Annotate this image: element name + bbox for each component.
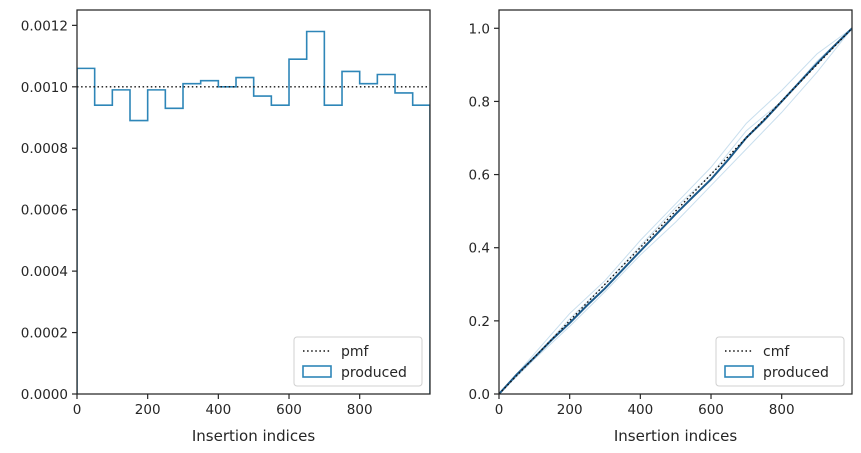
panel-1-legend-box — [293, 336, 423, 387]
faint-cdf-line-2 — [499, 27, 852, 394]
cmf-reference-line — [499, 27, 852, 394]
panel-2-x-tick-label: 200 — [557, 402, 583, 418]
panel-2-plot-area — [499, 27, 852, 394]
cdf-line-produced — [499, 27, 852, 394]
panel-2-frame — [498, 9, 853, 395]
panel-2-y-tick-label: 0.2 — [469, 314, 490, 330]
panel-1-y-tick-label: 0.0000 — [21, 387, 68, 403]
panel-1-y-tick-label: 0.0002 — [21, 326, 68, 342]
panel-2-x-tick-label: 600 — [698, 402, 724, 418]
panel-2-legend-produced-label: produced — [763, 365, 829, 381]
panel-1-x-tick-label: 800 — [347, 402, 373, 418]
panel-1-y-tick-label: 0.0012 — [21, 18, 68, 34]
panel-1-x-tick-label: 200 — [135, 402, 161, 418]
panel-2-y-tick-label: 0.8 — [469, 94, 490, 110]
panel-2-x-axis-label: Insertion indices — [614, 427, 737, 445]
panel-1-plot-area — [77, 30, 430, 394]
panel-1-x-axis-label: Insertion indices — [192, 427, 315, 445]
panel-2-x-tick-label: 0 — [495, 402, 504, 418]
panel-2-y-tick-label: 0.0 — [469, 387, 490, 403]
panel-1-legend-produced-label: produced — [341, 365, 407, 381]
faint-cdf-line-1 — [499, 27, 852, 394]
panel-1-y-tick-label: 0.0010 — [21, 80, 68, 96]
panel-2-x-tick-label: 800 — [769, 402, 795, 418]
panel-1-legend-produced-swatch — [302, 365, 332, 378]
panel-1-legend-ref-label: pmf — [341, 344, 370, 360]
panel-1-x-tick-label: 400 — [205, 402, 231, 418]
panel-2-legend-box — [715, 336, 845, 387]
panel-1-x-tick-label: 0 — [73, 402, 82, 418]
panel-2-y-tick-label: 0.6 — [469, 168, 490, 184]
panel-2-y-tick-label: 1.0 — [469, 21, 490, 37]
panel-2-x-tick-label: 400 — [627, 402, 653, 418]
panel-2-legend-produced-swatch — [724, 365, 754, 378]
panel-1-y-tick-label: 0.0006 — [21, 203, 68, 219]
panel-1-x-tick-label: 600 — [276, 402, 302, 418]
panel-1-y-tick-label: 0.0004 — [21, 264, 68, 280]
panel-2-legend-ref-label: cmf — [763, 344, 790, 360]
panel-1-frame — [76, 9, 431, 395]
panel-2-y-tick-label: 0.4 — [469, 241, 490, 257]
panel-1-y-tick-label: 0.0008 — [21, 141, 68, 157]
